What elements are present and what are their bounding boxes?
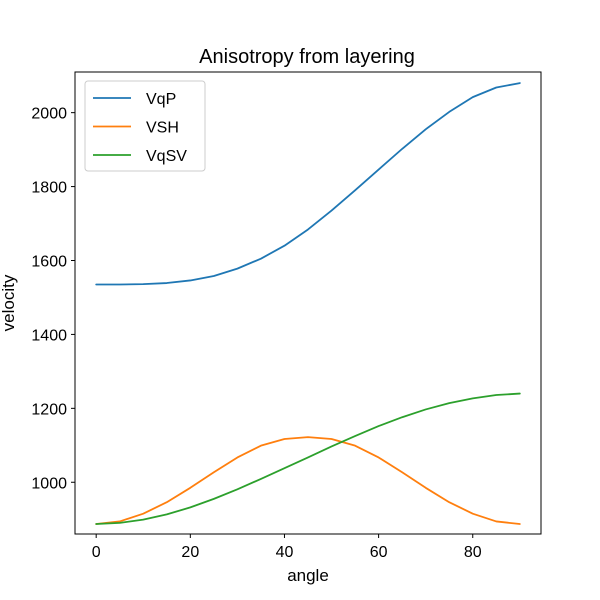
legend-label-vqsv: VqSV <box>146 148 187 165</box>
y-tick-label: 1400 <box>31 327 67 344</box>
y-axis: 1000 1200 1400 1600 1800 2000 <box>31 106 75 492</box>
x-axis-label: angle <box>287 566 329 585</box>
y-axis-label: velocity <box>0 274 18 331</box>
y-tick-label: 1200 <box>31 401 67 418</box>
x-axis: 0 20 40 60 80 <box>92 534 482 561</box>
legend-box <box>84 80 206 172</box>
plot-frame <box>74 71 542 535</box>
series-line-vqsv <box>95 392 521 525</box>
y-tick-label: 1800 <box>31 180 67 197</box>
legend-label-vsh: VSH <box>146 120 179 137</box>
x-tick-label: 80 <box>464 544 482 561</box>
x-tick-label: 20 <box>181 544 199 561</box>
x-tick-label: 0 <box>92 544 101 561</box>
series-line-vqp <box>95 82 521 286</box>
x-tick-label: 40 <box>276 544 294 561</box>
y-tick-label: 1600 <box>31 253 67 270</box>
x-tick-label: 60 <box>370 544 388 561</box>
y-tick-label: 2000 <box>31 106 67 123</box>
chart-title: Anisotropy from layering <box>199 46 415 68</box>
y-tick-label: 1000 <box>31 475 67 492</box>
plot-area <box>95 82 521 525</box>
legend-label-vqp: VqP <box>146 91 176 108</box>
series-line-vsh <box>95 436 521 525</box>
legend: VqP VSH VqSV <box>84 80 206 172</box>
